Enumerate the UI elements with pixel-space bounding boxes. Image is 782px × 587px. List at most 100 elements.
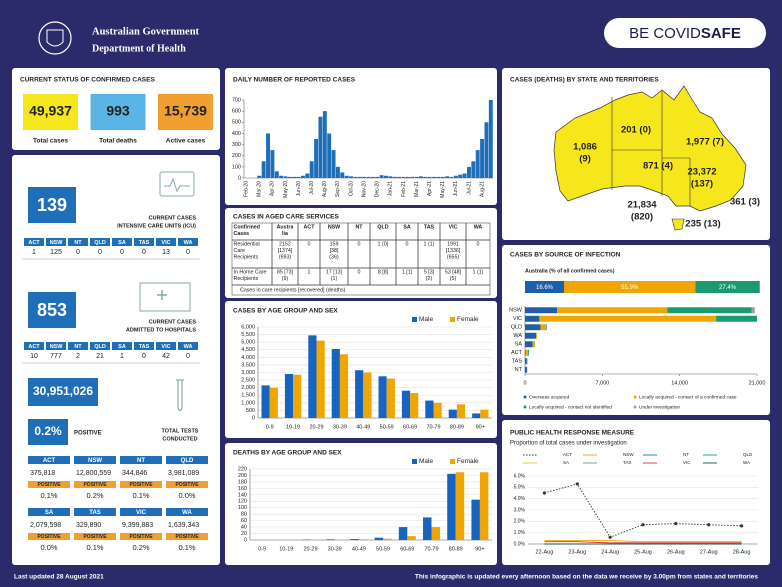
- x-tick-label: 24-Aug: [601, 549, 619, 555]
- positive-tag: [74, 481, 116, 488]
- map-label: 23,372: [687, 167, 716, 178]
- map-label: 871 (4): [643, 161, 673, 172]
- map-label: (137): [691, 179, 713, 190]
- share-value-label: 16.6%: [536, 285, 554, 291]
- table-text: TAS: [424, 224, 435, 230]
- table-text: 0: [358, 241, 361, 247]
- bar: [335, 166, 340, 178]
- positive-tag: [120, 481, 162, 488]
- positive-label: POSITIVE: [74, 431, 102, 437]
- y-tick-label: NSW: [509, 308, 523, 314]
- bar: [363, 372, 372, 418]
- y-tick-label: 100: [238, 505, 247, 511]
- legend-label: ACT: [563, 452, 572, 457]
- bar: [526, 358, 528, 365]
- panel: [225, 208, 497, 298]
- positive-label: POSITIVE: [129, 534, 153, 540]
- x-tick-label: 7,000: [595, 380, 609, 386]
- share-segment: [695, 281, 760, 293]
- bar: [532, 341, 535, 348]
- x-tick-label: 70-79: [426, 424, 440, 430]
- bar: [716, 315, 757, 322]
- tests-value: 30,951,026: [33, 384, 93, 398]
- table-text: 159: [330, 241, 339, 247]
- y-tick-label: QLD: [511, 325, 522, 331]
- state-header: [120, 508, 162, 516]
- y-tick-label: 600: [232, 109, 241, 115]
- hospital-icon: [157, 290, 167, 300]
- status-box: [158, 94, 213, 130]
- legend-label: Overseas acquired: [529, 394, 570, 400]
- x-tick-label: Feb-20: [244, 181, 250, 197]
- bar: [458, 174, 463, 178]
- map-label: 1,086: [573, 142, 597, 153]
- chart-subtitle: Proportion of total cases under investig…: [510, 441, 627, 447]
- y-tick-label: WA: [513, 333, 522, 339]
- bar: [261, 385, 270, 418]
- table-text: ACT: [304, 224, 316, 230]
- table-text: WA: [474, 224, 483, 230]
- table-text: [1336]: [446, 248, 461, 254]
- x-tick-label: 28-Aug: [733, 549, 751, 555]
- state-name: WA: [184, 344, 193, 350]
- bar: [545, 324, 547, 331]
- x-tick-label: 60-69: [403, 424, 417, 430]
- table-text: NSW: [328, 224, 340, 230]
- bar: [316, 340, 325, 418]
- bar: [414, 176, 419, 178]
- bar: [525, 358, 527, 365]
- state-name: WA: [184, 240, 193, 246]
- state-name: QLD: [94, 344, 106, 350]
- table-text: 17 [13]: [326, 269, 343, 275]
- hospital-caption: ADMITTED TO HOSPITALS: [126, 327, 196, 333]
- state-header: [74, 508, 116, 516]
- status-value: 993: [106, 103, 130, 119]
- bar: [667, 307, 752, 314]
- x-tick-label: 0-9: [258, 546, 266, 552]
- x-tick-label: 20-29: [309, 424, 323, 430]
- bar: [525, 315, 540, 322]
- chart-title: DEATHS BY AGE GROUP AND SEX: [233, 450, 342, 457]
- state-name: WA: [182, 510, 192, 516]
- positive-tag: [28, 533, 70, 540]
- y-tick-label: 1.0%: [514, 530, 526, 536]
- state-header: [28, 456, 70, 464]
- x-tick-label: 50-59: [376, 546, 390, 552]
- x-tick-label: 70-79: [424, 546, 438, 552]
- state-header: [24, 342, 44, 350]
- positive-tag: [166, 533, 208, 540]
- table-text: 5 [3]: [424, 269, 435, 275]
- state-positive: 0.1%: [132, 491, 149, 500]
- positive-box: [28, 419, 68, 445]
- footer-updated: Last updated 28 August 2021: [14, 574, 104, 581]
- y-tick-label: 4,000: [241, 355, 255, 361]
- status-label: Total deaths: [99, 138, 137, 145]
- bar: [339, 354, 349, 418]
- hospital-box: [28, 292, 76, 328]
- table-text: (693): [279, 254, 292, 260]
- x-tick-label: 26-Aug: [667, 549, 685, 555]
- bar: [540, 324, 546, 331]
- state-name: VIC: [161, 344, 170, 350]
- icu-value: 139: [37, 195, 67, 215]
- bar: [355, 370, 364, 418]
- y-tick-label: 200: [238, 473, 247, 479]
- bar: [318, 116, 323, 178]
- state-positive: 0.2%: [132, 543, 149, 552]
- state-tests: 12,800,559: [76, 470, 111, 477]
- state-value: 0: [142, 353, 146, 360]
- table-text: VIC: [449, 224, 458, 230]
- badge-light: BE COVID: [629, 25, 701, 42]
- bar: [401, 390, 411, 418]
- table-text: 1991: [447, 241, 459, 247]
- bar: [525, 307, 558, 314]
- table-text: 1 (0): [378, 241, 389, 247]
- bar: [431, 527, 440, 540]
- y-tick-label: 2,500: [241, 378, 255, 384]
- table-text: Residential: [234, 241, 260, 247]
- department-name: Department of Health: [92, 43, 186, 54]
- table-text: QLD: [377, 224, 388, 230]
- bar: [433, 402, 442, 418]
- x-tick-label: Jan-21: [388, 181, 394, 197]
